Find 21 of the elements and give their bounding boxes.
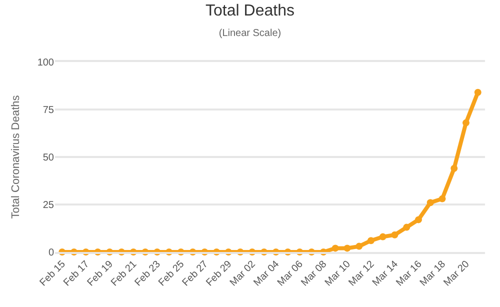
- y-axis-title: Total Coronavirus Deaths: [10, 94, 22, 219]
- point: [403, 224, 410, 231]
- point: [474, 88, 482, 96]
- y-tick-label: 0: [48, 248, 54, 258]
- point: [367, 237, 374, 244]
- point: [356, 242, 363, 250]
- point: [426, 199, 434, 206]
- point: [344, 244, 351, 252]
- y-tick-label: 25: [42, 200, 54, 211]
- point: [379, 233, 386, 240]
- point: [438, 195, 446, 202]
- y-tick-label: 75: [42, 105, 54, 116]
- point: [391, 231, 398, 238]
- point: [332, 244, 339, 252]
- chart-title: Total Deaths: [206, 2, 294, 20]
- point: [414, 216, 422, 224]
- y-tick-label: 50: [42, 152, 54, 164]
- point: [462, 119, 470, 126]
- point: [450, 164, 458, 172]
- y-tick-label: 100: [37, 58, 54, 68]
- chart-subtitle: (Linear Scale): [218, 28, 282, 40]
